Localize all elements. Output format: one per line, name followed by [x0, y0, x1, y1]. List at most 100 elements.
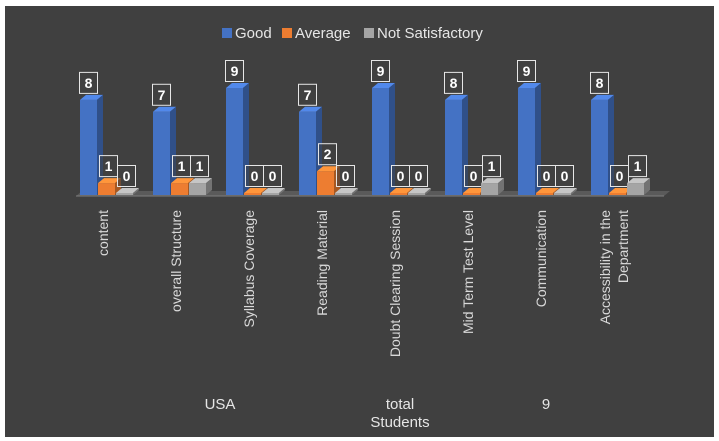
bar-good-content-top	[80, 94, 103, 100]
bar-average-reading-material	[317, 171, 334, 195]
data-label-box-not-satisfactory-mid-term-test-level	[482, 155, 501, 178]
data-label-good-syllabus-coverage: 9	[231, 63, 239, 79]
footer-country: USA	[204, 396, 236, 413]
data-label-average-overall-structure: 1	[178, 158, 186, 174]
bar-not-satisfactory-communication-top	[554, 188, 577, 193]
bar-good-content	[80, 99, 97, 195]
bar-average-communication-top	[536, 188, 559, 193]
bar-average-syllabus-coverage	[244, 193, 261, 195]
bar-good-reading-material-top	[299, 106, 322, 112]
bar-not-satisfactory-communication-side	[571, 188, 577, 195]
category-label-communication: Communication	[533, 210, 549, 307]
data-label-box-not-satisfactory-communication	[555, 165, 574, 187]
bar-not-satisfactory-reading-material-side	[352, 188, 358, 195]
bar-not-satisfactory-content-side	[133, 188, 139, 195]
data-label-box-not-satisfactory-content	[117, 165, 136, 187]
bar-good-communication-top	[518, 83, 541, 88]
category-label-reading-material: Reading Material	[314, 210, 330, 316]
bar-not-satisfactory-accessibility-in-the-department-side	[644, 178, 650, 195]
bar-not-satisfactory-syllabus-coverage-top	[262, 188, 285, 193]
bar-good-mid-term-test-level-top	[445, 94, 468, 100]
data-label-good-mid-term-test-level: 8	[450, 75, 458, 91]
data-label-good-content: 8	[85, 75, 93, 91]
category-label-line: Reading Material	[314, 210, 330, 316]
legend-label-average: Average	[295, 25, 351, 42]
category-label-line: Syllabus Coverage	[241, 210, 257, 328]
data-label-box-good-communication	[517, 60, 536, 82]
bar-average-reading-material-top	[317, 166, 340, 172]
data-label-average-mid-term-test-level: 0	[470, 168, 478, 184]
category-label-line: Doubt Clearing Session	[387, 210, 403, 357]
data-label-average-syllabus-coverage: 0	[251, 168, 259, 184]
bar-not-satisfactory-mid-term-test-level-top	[481, 178, 504, 184]
bar-not-satisfactory-doubt-clearing-session-top	[408, 188, 431, 193]
bar-not-satisfactory-mid-term-test-level	[481, 183, 498, 195]
data-label-good-accessibility-in-the-department: 8	[596, 75, 604, 91]
category-label-line: Mid Term Test Level	[460, 210, 476, 334]
category-label-line: content	[95, 210, 111, 256]
bar-average-mid-term-test-level	[463, 193, 480, 195]
category-label-line: Accessibility in the	[597, 210, 613, 325]
bar-average-overall-structure	[171, 183, 188, 195]
bar-not-satisfactory-mid-term-test-level-side	[498, 178, 504, 195]
category-label-overall-structure: overall Structure	[168, 210, 184, 312]
data-label-box-not-satisfactory-syllabus-coverage	[263, 165, 282, 187]
data-label-not-satisfactory-communication: 0	[561, 168, 569, 184]
data-label-box-not-satisfactory-overall-structure	[190, 155, 209, 178]
data-label-good-doubt-clearing-session: 9	[377, 63, 385, 79]
category-label-doubt-clearing-session: Doubt Clearing Session	[387, 210, 403, 357]
legend-label-good: Good	[235, 25, 272, 42]
data-label-not-satisfactory-overall-structure: 1	[196, 158, 204, 174]
data-label-box-good-mid-term-test-level	[444, 71, 463, 94]
data-label-not-satisfactory-content: 0	[123, 168, 131, 184]
data-label-box-good-syllabus-coverage	[225, 60, 244, 82]
data-label-not-satisfactory-reading-material: 0	[342, 168, 350, 184]
category-label-line: Department	[615, 210, 631, 283]
bar-not-satisfactory-overall-structure	[189, 183, 206, 195]
bar-good-syllabus-coverage	[226, 88, 243, 195]
bar-not-satisfactory-doubt-clearing-session-side	[425, 188, 431, 195]
bar-good-doubt-clearing-session-top	[372, 83, 395, 88]
bar-not-satisfactory-reading-material-top	[335, 188, 358, 193]
data-label-average-accessibility-in-the-department: 0	[616, 168, 624, 184]
data-label-not-satisfactory-accessibility-in-the-department: 1	[634, 158, 642, 174]
data-label-not-satisfactory-doubt-clearing-session: 0	[415, 168, 423, 184]
footer-total-students: total Students	[370, 396, 430, 431]
category-label-line: overall Structure	[168, 210, 184, 312]
bar-not-satisfactory-overall-structure-top	[189, 178, 212, 184]
bar-good-mid-term-test-level	[445, 99, 462, 195]
bar-average-overall-structure-top	[171, 178, 194, 184]
bar-not-satisfactory-communication	[554, 193, 571, 195]
bar-average-doubt-clearing-session-top	[390, 188, 413, 193]
data-label-average-communication: 0	[543, 168, 551, 184]
legend-swatch-not-satisfactory	[364, 28, 374, 38]
footer-count: 9	[541, 396, 551, 413]
bar-average-content-top	[98, 178, 121, 184]
bar-good-accessibility-in-the-department-top	[591, 94, 614, 100]
bar-not-satisfactory-accessibility-in-the-department-top	[627, 178, 650, 184]
data-label-not-satisfactory-mid-term-test-level: 1	[488, 158, 496, 174]
bar-good-overall-structure-top	[153, 106, 176, 112]
data-label-average-reading-material: 2	[324, 146, 332, 162]
bar-not-satisfactory-accessibility-in-the-department	[627, 183, 644, 195]
data-label-average-doubt-clearing-session: 0	[397, 168, 405, 184]
data-label-box-good-accessibility-in-the-department	[590, 71, 609, 94]
legend-swatch-average	[282, 28, 292, 38]
bar-good-syllabus-coverage-top	[226, 83, 249, 88]
category-label-content: content	[95, 210, 111, 256]
bar-average-doubt-clearing-session	[390, 193, 407, 195]
bar-average-communication	[536, 193, 553, 195]
legend-label-not-satisfactory: Not Satisfactory	[377, 25, 483, 42]
data-label-box-good-content	[79, 71, 98, 94]
bar-not-satisfactory-content-top	[116, 188, 139, 193]
legend-swatch-good	[222, 28, 232, 38]
data-label-box-good-doubt-clearing-session	[371, 60, 390, 82]
bar-not-satisfactory-reading-material	[335, 193, 352, 195]
data-label-good-communication: 9	[523, 63, 531, 79]
data-label-box-not-satisfactory-reading-material	[336, 165, 355, 187]
bar-not-satisfactory-content	[116, 193, 133, 195]
bar-good-reading-material	[299, 111, 316, 195]
bar-average-content	[98, 183, 115, 195]
bar-average-accessibility-in-the-department	[609, 193, 626, 195]
